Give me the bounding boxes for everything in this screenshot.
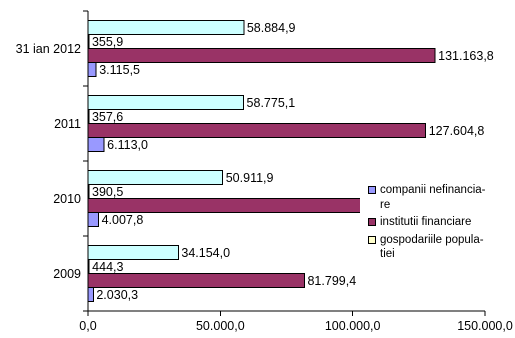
data-label-companii-nefinancia-re-31-ian-2012: 3.115,5: [99, 63, 140, 77]
data-label-gospodariile-popula-tiei-2011: 357,6: [92, 110, 123, 124]
bar-companii-nefinancia-re-2010: [87, 212, 100, 227]
x-tick-label: 0,0: [79, 319, 96, 333]
data-label-gospodariile-popula-tiei-31-ian-2012: 355,9: [92, 35, 123, 49]
data-label-institutii-financiare-2009: 81.799,4: [307, 274, 356, 288]
bar-series-4-2010: [87, 170, 224, 185]
data-label-companii-nefinancia-re-2009: 2.030,3: [96, 288, 138, 302]
bar-companii-nefinancia-re-2011: [87, 137, 105, 152]
category-label-31-ian-2012: 31 ian 2012: [16, 42, 81, 56]
bar-series-4-31-ian-2012: [87, 20, 245, 35]
x-tick-label: 50.000,0: [196, 319, 245, 333]
bars: [87, 20, 436, 302]
data-label-gospodariile-popula-tiei-2010: 390,5: [92, 185, 123, 199]
legend-label-companii-nefinanciare: companii nefinancia-re: [380, 184, 486, 211]
chart-legend: companii nefinancia-re institutii financ…: [360, 180, 512, 262]
legend-entry-companii-nefinanciare: companii nefinancia-re: [368, 183, 512, 212]
category-label-2011: 2011: [54, 117, 81, 131]
bar-institutii-financiare-2009: [87, 273, 305, 288]
legend-label-gospodariile-populatiei: gospodariile popula-tiei: [380, 233, 484, 261]
data-label-series-4-31-ian-2012: 58.884,9: [247, 21, 296, 35]
bar-companii-nefinancia-re-2009: [87, 287, 94, 302]
legend-swatch-companii-nefinanciare: [368, 186, 376, 194]
data-label-institutii-financiare-2011: 127.604,8: [429, 124, 485, 138]
bar-institutii-financiare-31-ian-2012: [87, 48, 436, 63]
legend-entry-gospodariile-populatiei: gospodariile popula-tiei: [368, 233, 512, 262]
data-label-companii-nefinancia-re-2011: 6.113,0: [107, 138, 148, 152]
data-label-gospodariile-popula-tiei-2009: 444,3: [92, 260, 123, 274]
axes: 2009 2010 2011 31 ian 2012 0,0 50.000,0 100.00…: [16, 10, 513, 333]
data-label-series-4-2009: 34.154,0: [181, 246, 230, 260]
data-label-series-4-2010: 50.911,9: [226, 171, 274, 185]
legend-swatch-institutii-financiare: [368, 218, 376, 226]
legend-entry-institutii-financiare: institutii financiare: [368, 215, 512, 230]
bar-series-4-2011: [87, 95, 245, 110]
data-label-institutii-financiare-31-ian-2012: 131.163,8: [438, 49, 494, 63]
bar-institutii-financiare-2010: [87, 198, 362, 213]
x-tick-label: 100.000,0: [325, 319, 381, 333]
data-labels: 2.030,3 81.799,4 444,3 34.154,0 4.007,8 390,5…: [92, 21, 494, 302]
data-label-companii-nefinancia-re-2010: 4.007,8: [102, 213, 144, 227]
bar-companii-nefinancia-re-31-ian-2012: [87, 62, 97, 77]
category-label-2010: 2010: [53, 192, 81, 206]
legend-swatch-gospodariile-populatiei: [368, 235, 376, 244]
data-label-series-4-2011: 58.775,1: [247, 96, 296, 110]
bar-institutii-financiare-2011: [87, 123, 427, 138]
bar-series-4-2009: [87, 245, 179, 260]
legend-label-institutii-financiare: institutii financiare: [380, 216, 472, 228]
category-label-2009: 2009: [53, 267, 81, 281]
x-tick-label: 150.000,0: [457, 319, 513, 333]
